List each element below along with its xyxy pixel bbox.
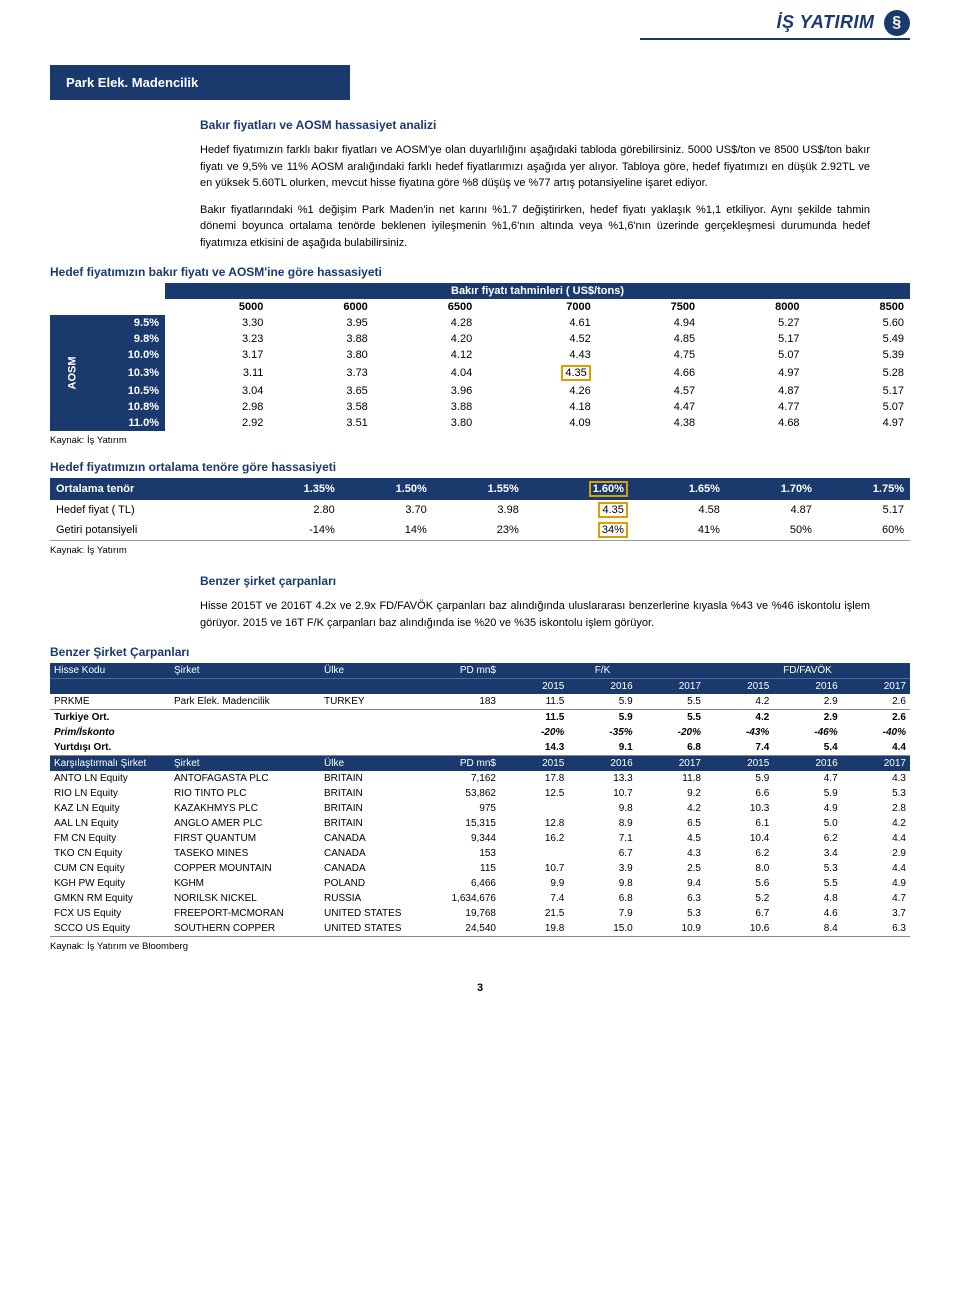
section1-para1: Hedef fiyatımızın farklı bakır fiyatları… — [200, 142, 870, 192]
section-title-comps: Benzer şirket çarpanları — [200, 574, 870, 588]
tenor-table: Ortalama tenör1.35%1.50%1.55%1.60%1.65%1… — [50, 478, 910, 541]
tenor-source: Kaynak: İş Yatırım — [50, 545, 910, 556]
logo-glyph: § — [884, 10, 910, 36]
section-title-sensitivity: Bakır fiyatları ve AOSM hassasiyet anali… — [200, 118, 870, 132]
comps-table: Hisse KoduŞirketÜlkePD mn$F/KFD/FAVÖK201… — [50, 663, 910, 937]
section1-para2: Bakır fiyatlarındaki %1 değişim Park Mad… — [200, 202, 870, 252]
section2-para1: Hisse 2015T ve 2016T 4.2x ve 2.9x FD/FAV… — [200, 598, 870, 631]
sens-table-title: Hedef fiyatımızın bakır fiyatı ve AOSM'i… — [50, 265, 910, 279]
tenor-table-title: Hedef fiyatımızın ortalama tenöre göre h… — [50, 460, 910, 474]
page-number: 3 — [50, 982, 910, 994]
comps-table-title: Benzer Şirket Çarpanları — [50, 645, 910, 659]
logo-text: İŞ YATIRIM — [776, 12, 874, 32]
logo-underline — [640, 38, 910, 40]
comps-source: Kaynak: İş Yatırım ve Bloomberg — [50, 941, 910, 952]
company-title-band: Park Elek. Madencilik — [50, 65, 350, 100]
brand-logo: İŞ YATIRIM § — [776, 10, 910, 36]
sensitivity-table: Bakır fiyatı tahminleri ( US$/tons)50006… — [50, 283, 910, 431]
sens-source: Kaynak: İş Yatırım — [50, 435, 910, 446]
